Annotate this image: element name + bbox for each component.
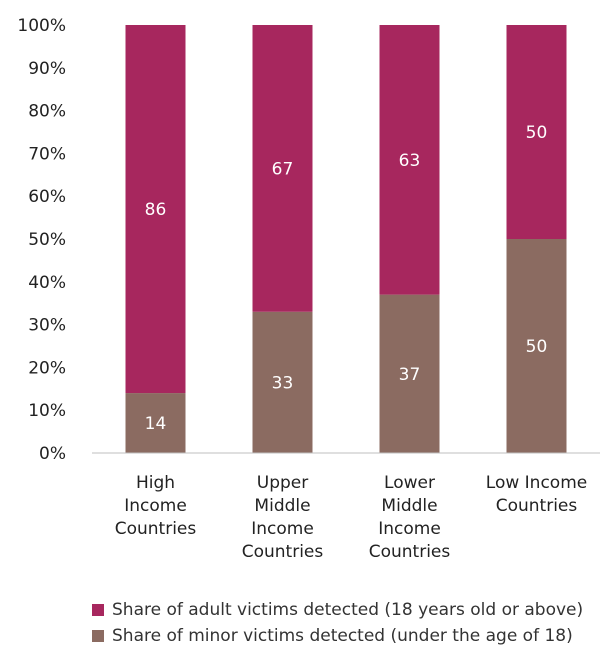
data-label: 33 [272,373,294,393]
legend-item-minor: Share of minor victims detected (under t… [92,623,583,649]
y-tick-label: 40% [28,273,66,293]
data-label: 50 [526,123,548,143]
y-axis-ticks: 0% 10% 20% 30% 40% 50% 60% 70% 80% 90% 100% [17,16,66,464]
category-label: Lower Middle Income Countries [369,473,451,562]
bars [125,25,567,453]
legend-swatch-minor [92,630,104,642]
data-label: 37 [399,365,421,385]
bar-segment [252,25,313,312]
legend-label-minor: Share of minor victims detected (under t… [112,626,573,646]
y-tick-label: 10% [28,401,66,421]
data-label: 67 [272,159,294,179]
bar-segment [125,393,186,453]
category-label: High Income Countries [115,473,197,539]
category-labels: High Income Countries Upper Middle Income Coun… [115,473,587,562]
y-tick-label: 100% [17,16,66,36]
category-label: Low Income Countries [486,473,587,516]
data-label: 63 [399,151,421,171]
y-tick-label: 90% [28,59,66,79]
bar-segment [506,239,567,453]
y-tick-label: 50% [28,230,66,250]
bar-segment [379,25,440,295]
data-label: 50 [526,337,548,357]
category-label: Upper Middle Income Countries [242,473,324,562]
data-labels: 14 86 33 67 37 63 50 50 [145,123,548,434]
legend-item-adult: Share of adult victims detected (18 year… [92,597,583,623]
data-label: 14 [145,414,167,434]
bar-segment [379,294,440,453]
bar-segment [252,311,313,453]
y-tick-label: 60% [28,187,66,207]
bar-segment [506,25,567,239]
y-tick-label: 30% [28,316,66,336]
y-tick-label: 20% [28,358,66,378]
legend: Share of adult victims detected (18 year… [92,597,583,649]
legend-swatch-adult [92,604,104,616]
legend-label-adult: Share of adult victims detected (18 year… [112,600,584,620]
y-tick-label: 70% [28,144,66,164]
bar-segment [125,25,186,394]
y-tick-label: 80% [28,102,66,122]
data-label: 86 [145,200,167,220]
y-tick-label: 0% [39,444,66,464]
